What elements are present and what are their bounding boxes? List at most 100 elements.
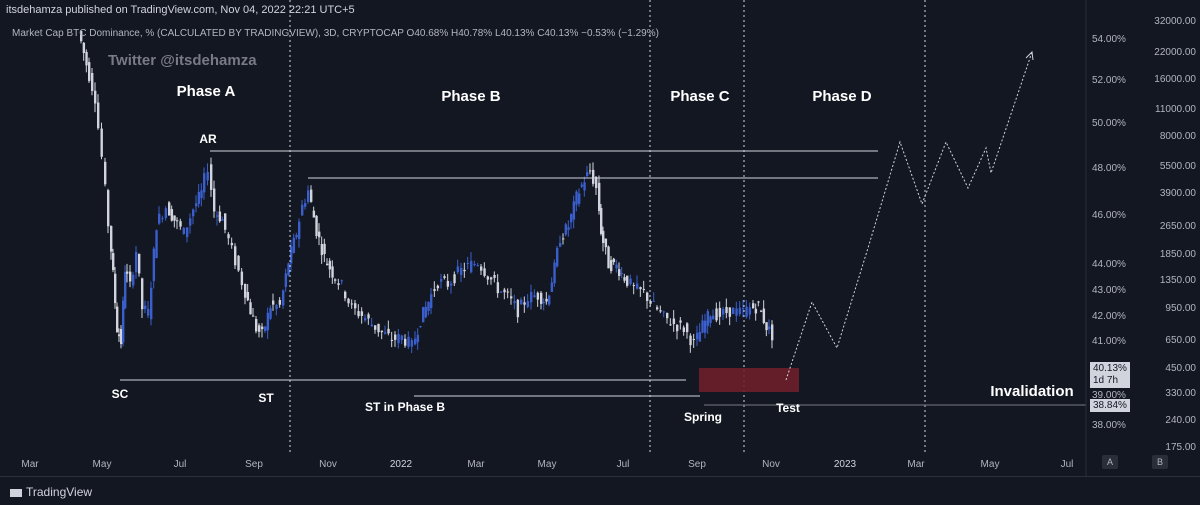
projection-path <box>785 50 1034 381</box>
last-price-tag: 40.13% 1d 7h <box>1090 362 1130 388</box>
candle-body <box>701 320 704 333</box>
candle-body <box>754 308 758 314</box>
candle-body <box>340 280 344 282</box>
candle-body <box>453 274 456 284</box>
candle-body <box>135 252 138 273</box>
last-price-value: 40.13% <box>1093 363 1127 374</box>
candle-body <box>570 214 573 223</box>
candle-body <box>323 243 326 254</box>
candle-body <box>176 220 179 222</box>
x-tick: May <box>981 459 1000 470</box>
candle-body <box>742 308 745 310</box>
candle-body <box>410 340 414 347</box>
candle-body <box>334 279 337 281</box>
candle-body <box>414 338 417 345</box>
candle-body <box>715 308 718 321</box>
y-tick-right: 32000.00 <box>1154 16 1196 27</box>
candle-body <box>632 285 636 287</box>
candle-body <box>221 219 224 221</box>
candle-body <box>600 207 603 234</box>
candle-body <box>261 326 264 330</box>
candle-body <box>307 190 310 202</box>
candle-body <box>536 292 540 300</box>
st-label: ST <box>258 391 274 405</box>
y-tick-left: 54.00% <box>1092 34 1126 45</box>
candle-body <box>709 316 712 323</box>
candle-body <box>496 282 500 294</box>
candle-body <box>387 328 390 334</box>
candle-body <box>310 189 313 202</box>
y-tick-right: 330.00 <box>1165 388 1196 399</box>
candle-body <box>623 277 626 281</box>
annotations: Phase A Phase B Phase C Phase D AR SC ST ST in … <box>112 83 1074 424</box>
candle-body <box>470 260 473 273</box>
phase-a-label: Phase A <box>177 83 236 100</box>
x-tick: Sep <box>688 459 706 470</box>
tradingview-logo[interactable]: TradingView <box>10 485 92 499</box>
tradingview-icon <box>10 488 22 497</box>
candle-body <box>480 266 483 271</box>
candle-body <box>493 275 496 278</box>
log-scale-button[interactable]: B <box>1152 455 1168 469</box>
candle-body <box>328 260 332 270</box>
candle-body <box>704 320 707 333</box>
candle-body <box>523 302 526 305</box>
y-tick-right: 650.00 <box>1165 335 1196 346</box>
candle-body <box>548 295 551 305</box>
candle-body <box>112 253 115 270</box>
y-tick-left: 38.00% <box>1092 420 1126 431</box>
candle-body <box>124 271 127 309</box>
y-tick-right: 240.00 <box>1165 415 1196 426</box>
candle-body <box>244 284 247 298</box>
candle-body <box>427 302 430 311</box>
candle-body <box>138 253 141 274</box>
candle-body <box>752 303 755 309</box>
auto-scale-button[interactable]: A <box>1102 455 1118 469</box>
candle-body <box>197 191 201 204</box>
y-tick-right: 450.00 <box>1165 363 1196 374</box>
projected-price-path <box>785 51 1033 381</box>
candle-body <box>367 314 370 319</box>
candle-body <box>575 191 578 205</box>
candle-body <box>483 268 486 276</box>
candle-body <box>82 42 86 54</box>
invalidation-price-tag: 38.84% <box>1090 399 1130 412</box>
candle-body <box>422 306 425 323</box>
candle-body <box>526 301 530 308</box>
candle-body <box>354 303 357 309</box>
candle-body <box>463 269 466 272</box>
candle-body <box>732 307 735 314</box>
candle-body <box>745 306 748 317</box>
candle-body <box>771 324 774 341</box>
candle-body <box>486 276 490 280</box>
last-price-countdown: 1d 7h <box>1093 375 1119 386</box>
candle-body <box>692 339 696 341</box>
candle-body <box>118 334 121 337</box>
x-tick: May <box>538 459 557 470</box>
candle-body <box>686 323 689 333</box>
candle-body <box>567 227 570 230</box>
candle-body <box>94 90 97 104</box>
candle-body <box>275 305 278 310</box>
candle-body <box>615 264 618 269</box>
candle-body <box>350 303 354 305</box>
candle-body <box>430 294 433 309</box>
candle-body <box>264 326 267 332</box>
candle-body <box>88 62 91 81</box>
candle-body <box>331 266 334 278</box>
candle-body <box>210 164 213 190</box>
candle-body <box>107 190 110 227</box>
candle-body <box>230 242 234 246</box>
candle-body <box>698 331 702 342</box>
candle-body <box>604 238 608 248</box>
candle-body <box>237 255 240 271</box>
candle-body <box>144 305 147 309</box>
candle-body <box>649 300 652 304</box>
candle-body <box>583 182 586 191</box>
candle-body <box>416 334 420 343</box>
candle-body <box>473 264 476 266</box>
x-tick: Nov <box>319 459 337 470</box>
candle-body <box>460 267 463 275</box>
candle-body <box>155 230 158 259</box>
